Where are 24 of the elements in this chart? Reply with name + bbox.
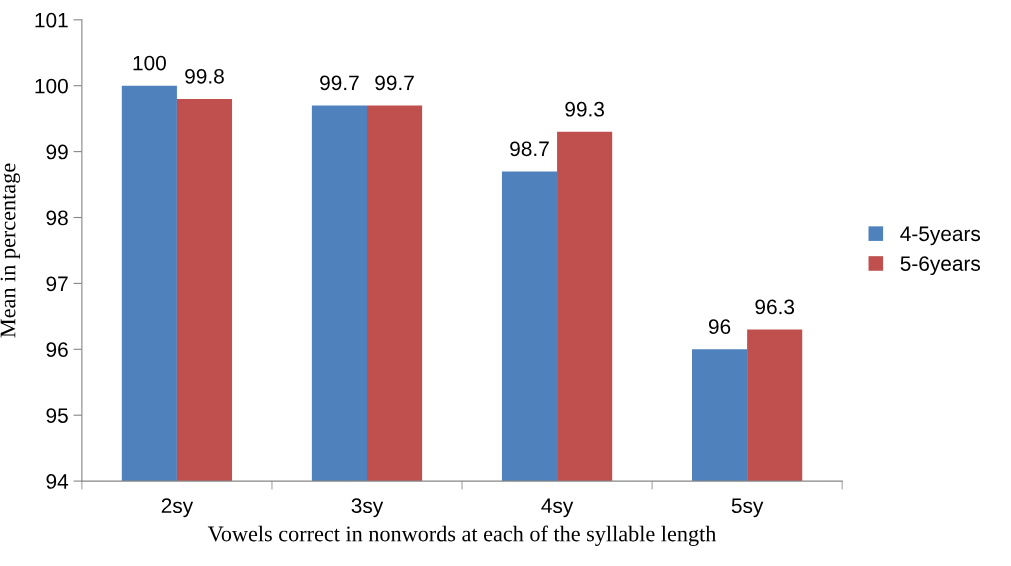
y-tick-label: 99 xyxy=(46,144,68,160)
x-tick-label: 3sy xyxy=(351,498,384,518)
y-tick-label: 101 xyxy=(35,12,68,28)
y-axis-title: Mean in percentage xyxy=(0,163,21,338)
legend-label: 4-5years xyxy=(900,226,981,246)
data-label: 99.3 xyxy=(565,101,604,117)
data-label: 96.3 xyxy=(755,299,795,315)
y-tick-label: 96 xyxy=(46,342,68,358)
data-label: 96 xyxy=(708,319,731,335)
x-tick-label: 2sy xyxy=(161,498,194,518)
y-tick-label: 100 xyxy=(35,78,68,94)
data-label: 100 xyxy=(133,55,166,71)
x-tick-label: 4sy xyxy=(541,498,574,518)
x-axis-title: Vowels correct in nonwords at each of the syllable length xyxy=(207,525,717,546)
data-label: 99.7 xyxy=(375,75,414,91)
data-label: 99.7 xyxy=(320,75,359,91)
data-label: 99.8 xyxy=(185,68,224,84)
data-label: 98.7 xyxy=(510,141,549,157)
y-tick-label: 98 xyxy=(46,210,68,226)
y-tick-label: 94 xyxy=(46,474,69,489)
y-tick-label: 97 xyxy=(46,276,68,292)
legend-label: 5-6years xyxy=(900,256,981,276)
y-tick-label: 95 xyxy=(46,408,68,423)
x-tick-label: 5sy xyxy=(731,498,764,518)
